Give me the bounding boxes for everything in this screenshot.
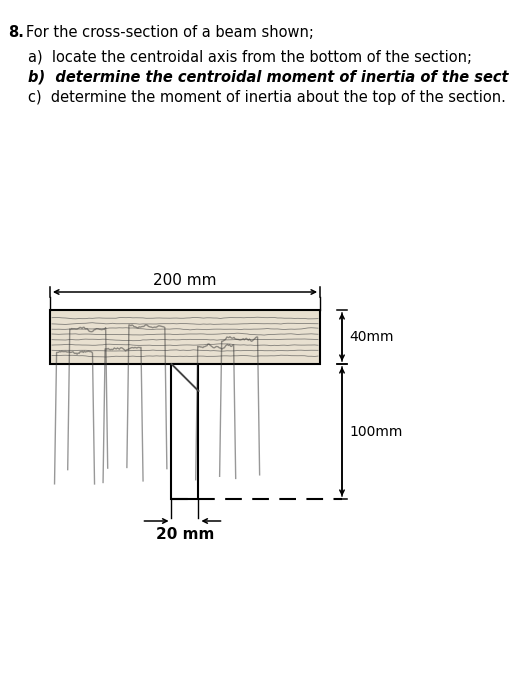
Text: 20 mm: 20 mm [156,527,214,542]
Text: 100mm: 100mm [348,424,402,439]
Text: a)  locate the centroidal axis from the bottom of the section;: a) locate the centroidal axis from the b… [28,50,471,65]
Text: b)  determine the centroidal moment of inertia of the section; and,: b) determine the centroidal moment of in… [28,70,509,85]
Bar [50,310,319,364]
Text: c)  determine the moment of inertia about the top of the section.: c) determine the moment of inertia about… [28,90,505,105]
Bar [171,364,198,499]
Text: 8.: 8. [8,25,24,40]
Text: 200 mm: 200 mm [153,273,216,288]
Text: 40mm: 40mm [348,330,393,344]
Text: For the cross-section of a beam shown;: For the cross-section of a beam shown; [26,25,313,40]
